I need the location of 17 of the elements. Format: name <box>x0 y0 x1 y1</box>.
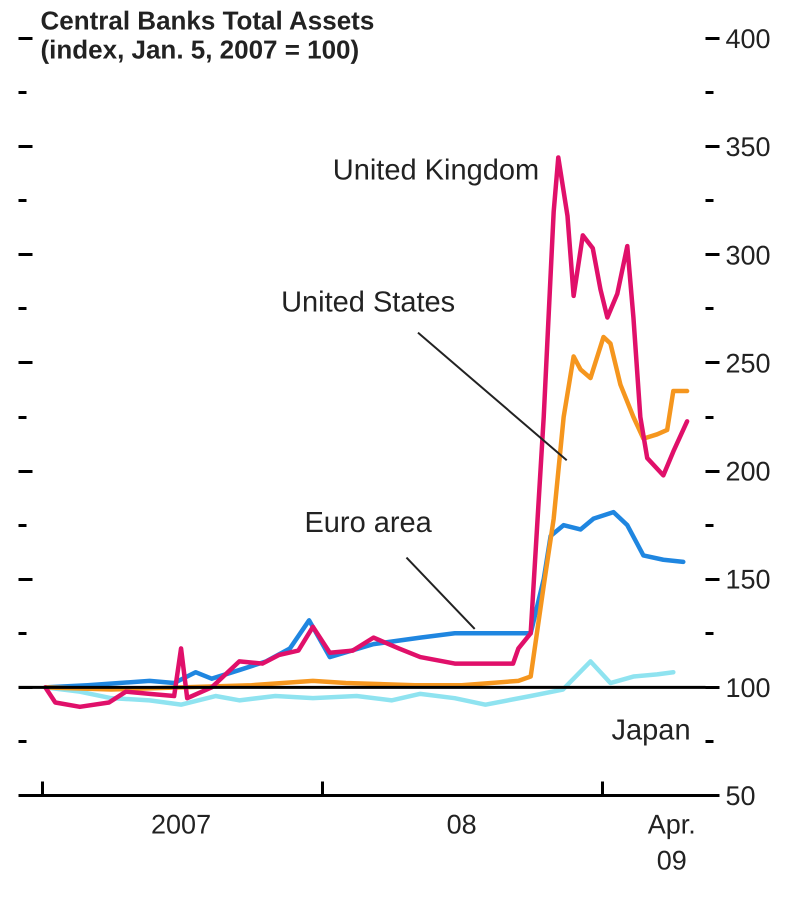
y-tick-label: 250 <box>726 348 771 378</box>
text: United States <box>281 286 456 318</box>
y-tick-label: 300 <box>726 240 771 270</box>
x-tick-label: Apr. 09 <box>648 810 696 876</box>
x-tick-label: 2007 <box>151 810 212 840</box>
series-label: United Kingdom <box>332 154 540 186</box>
y-tick-label: 200 <box>726 456 771 487</box>
chart-title: Central Banks Total Assets <box>40 6 374 36</box>
text: Euro area <box>304 506 433 539</box>
series-label: Japan <box>612 714 691 747</box>
chart-subtitle: (index, Jan. 5, 2007 = 100) <box>40 34 360 64</box>
y-tick-label: 400 <box>726 24 771 54</box>
y-tick-label: 100 <box>726 672 771 703</box>
y-tick-label: 150 <box>726 564 771 595</box>
y-tick-label: 350 <box>726 132 771 162</box>
x-tick-label: 08 <box>446 810 477 840</box>
y-tick-label: 50 <box>726 781 756 811</box>
